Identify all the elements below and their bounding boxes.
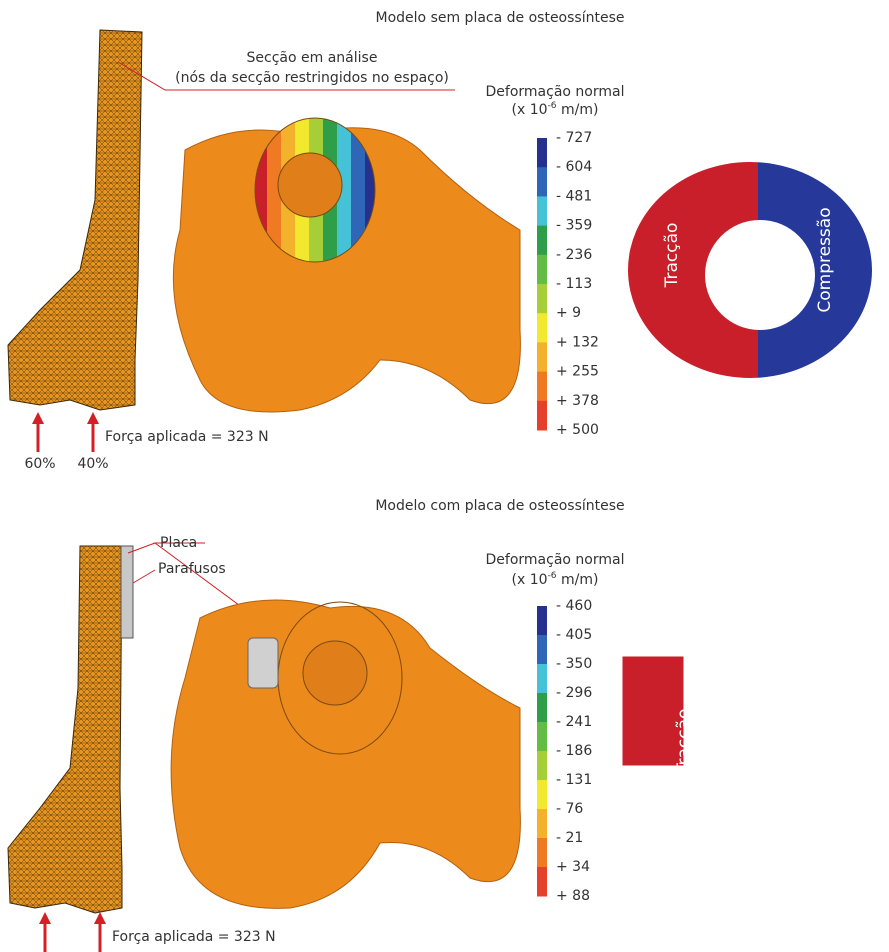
colorbar-segment xyxy=(537,867,547,897)
plate xyxy=(121,546,133,638)
colorbar-label: - 236 xyxy=(556,247,592,263)
legend-unit-exponent: -6 xyxy=(548,571,557,581)
force-share: 60% xyxy=(24,456,55,472)
colorbar-segment xyxy=(537,313,547,343)
force-arrowhead xyxy=(87,412,99,424)
legend-unit: (x 10-6 m/m) xyxy=(512,571,599,589)
legend-unit-prefix: (x 10 xyxy=(512,572,548,588)
colorbar-segment xyxy=(537,284,547,314)
section-label: Secção em análise xyxy=(247,50,378,66)
colorbar-label: + 255 xyxy=(556,364,599,380)
colorbar-label: - 405 xyxy=(556,627,592,643)
panel: Modelo sem placa de osteossíntese Secção … xyxy=(8,10,872,472)
colorbar-label: - 241 xyxy=(556,714,592,730)
plate-section xyxy=(248,638,278,688)
section-hole xyxy=(278,153,342,217)
colorbar-label: + 500 xyxy=(556,422,599,438)
force-label: Força aplicada = 323 N xyxy=(105,429,269,445)
colorbar-label: - 604 xyxy=(556,159,592,175)
colorbar-label: - 186 xyxy=(556,743,592,759)
colorbar-segment xyxy=(537,167,547,197)
force-arrowhead xyxy=(39,912,51,924)
colorbar-label: - 359 xyxy=(556,218,592,234)
compression-label: Compressão xyxy=(815,207,835,312)
colorbar-segment xyxy=(537,342,547,372)
colorbar-label: - 76 xyxy=(556,801,583,817)
pointer-line xyxy=(133,570,155,583)
colorbar-label: - 727 xyxy=(556,130,592,146)
colorbar-label: - 481 xyxy=(556,188,592,204)
colorbar-segment xyxy=(537,722,547,752)
colorbar-segment xyxy=(537,693,547,723)
colorbar-segment xyxy=(537,138,547,168)
legend-unit-exponent: -6 xyxy=(548,101,557,111)
panel-title: Modelo com placa de osteossíntese xyxy=(375,498,624,514)
section-note: (nós da secção restringidos no espaço) xyxy=(175,70,449,86)
colorbar-segment xyxy=(537,838,547,868)
screws-label: Parafusos xyxy=(158,561,226,577)
femur-mesh xyxy=(8,30,142,410)
legend-title: Deformação normal xyxy=(486,552,625,568)
ring-hole xyxy=(705,220,815,330)
colorbar-label: - 296 xyxy=(556,685,592,701)
legend-unit-prefix: (x 10 xyxy=(512,102,548,118)
legend-unit: (x 10-6 m/m) xyxy=(512,101,599,119)
colorbar-segment xyxy=(537,751,547,781)
colorbar-segment xyxy=(537,780,547,810)
colorbar-label: - 21 xyxy=(556,830,583,846)
ring-hole xyxy=(698,699,822,823)
section-hole xyxy=(303,641,367,705)
colorbar-label: + 88 xyxy=(556,888,590,904)
force-arrowhead xyxy=(94,912,106,924)
colorbar-label: + 378 xyxy=(556,393,599,409)
colorbar-label: + 132 xyxy=(556,334,599,350)
colorbar-segment xyxy=(537,255,547,285)
colorbar-label: + 34 xyxy=(556,859,590,875)
tension-label: Tracção xyxy=(674,709,694,775)
colorbar-segment xyxy=(537,664,547,694)
colorbar-segment xyxy=(537,809,547,839)
force-share: 40% xyxy=(77,456,108,472)
femur-mesh xyxy=(8,546,122,913)
figure: Modelo sem placa de osteossíntese Secção … xyxy=(0,0,889,952)
colorbar-segment xyxy=(537,606,547,636)
colorbar-segment xyxy=(537,226,547,256)
plate-label: Placa xyxy=(160,535,197,551)
colorbar-segment xyxy=(537,635,547,665)
panel-title: Modelo sem placa de osteossíntese xyxy=(376,10,625,26)
colorbar-segment xyxy=(537,401,547,431)
force-arrowhead xyxy=(32,412,44,424)
force-label: Força aplicada = 323 N xyxy=(112,929,276,945)
colorbar-label: + 9 xyxy=(556,305,581,321)
colorbar-label: - 131 xyxy=(556,772,592,788)
colorbar-label: - 460 xyxy=(556,598,592,614)
colorbar-segment xyxy=(537,196,547,226)
panel: Modelo com placa de osteossíntese Placa Pa… xyxy=(8,498,885,952)
legend-title: Deformação normal xyxy=(486,84,625,100)
colorbar-label: - 350 xyxy=(556,656,592,672)
tension-label: Tracção xyxy=(662,223,682,289)
legend-unit-suffix: m/m) xyxy=(557,102,599,118)
compression-label: Compressão xyxy=(835,693,855,798)
legend-unit-suffix: m/m) xyxy=(557,572,599,588)
colorbar-label: - 113 xyxy=(556,276,592,292)
colorbar-segment xyxy=(537,372,547,402)
